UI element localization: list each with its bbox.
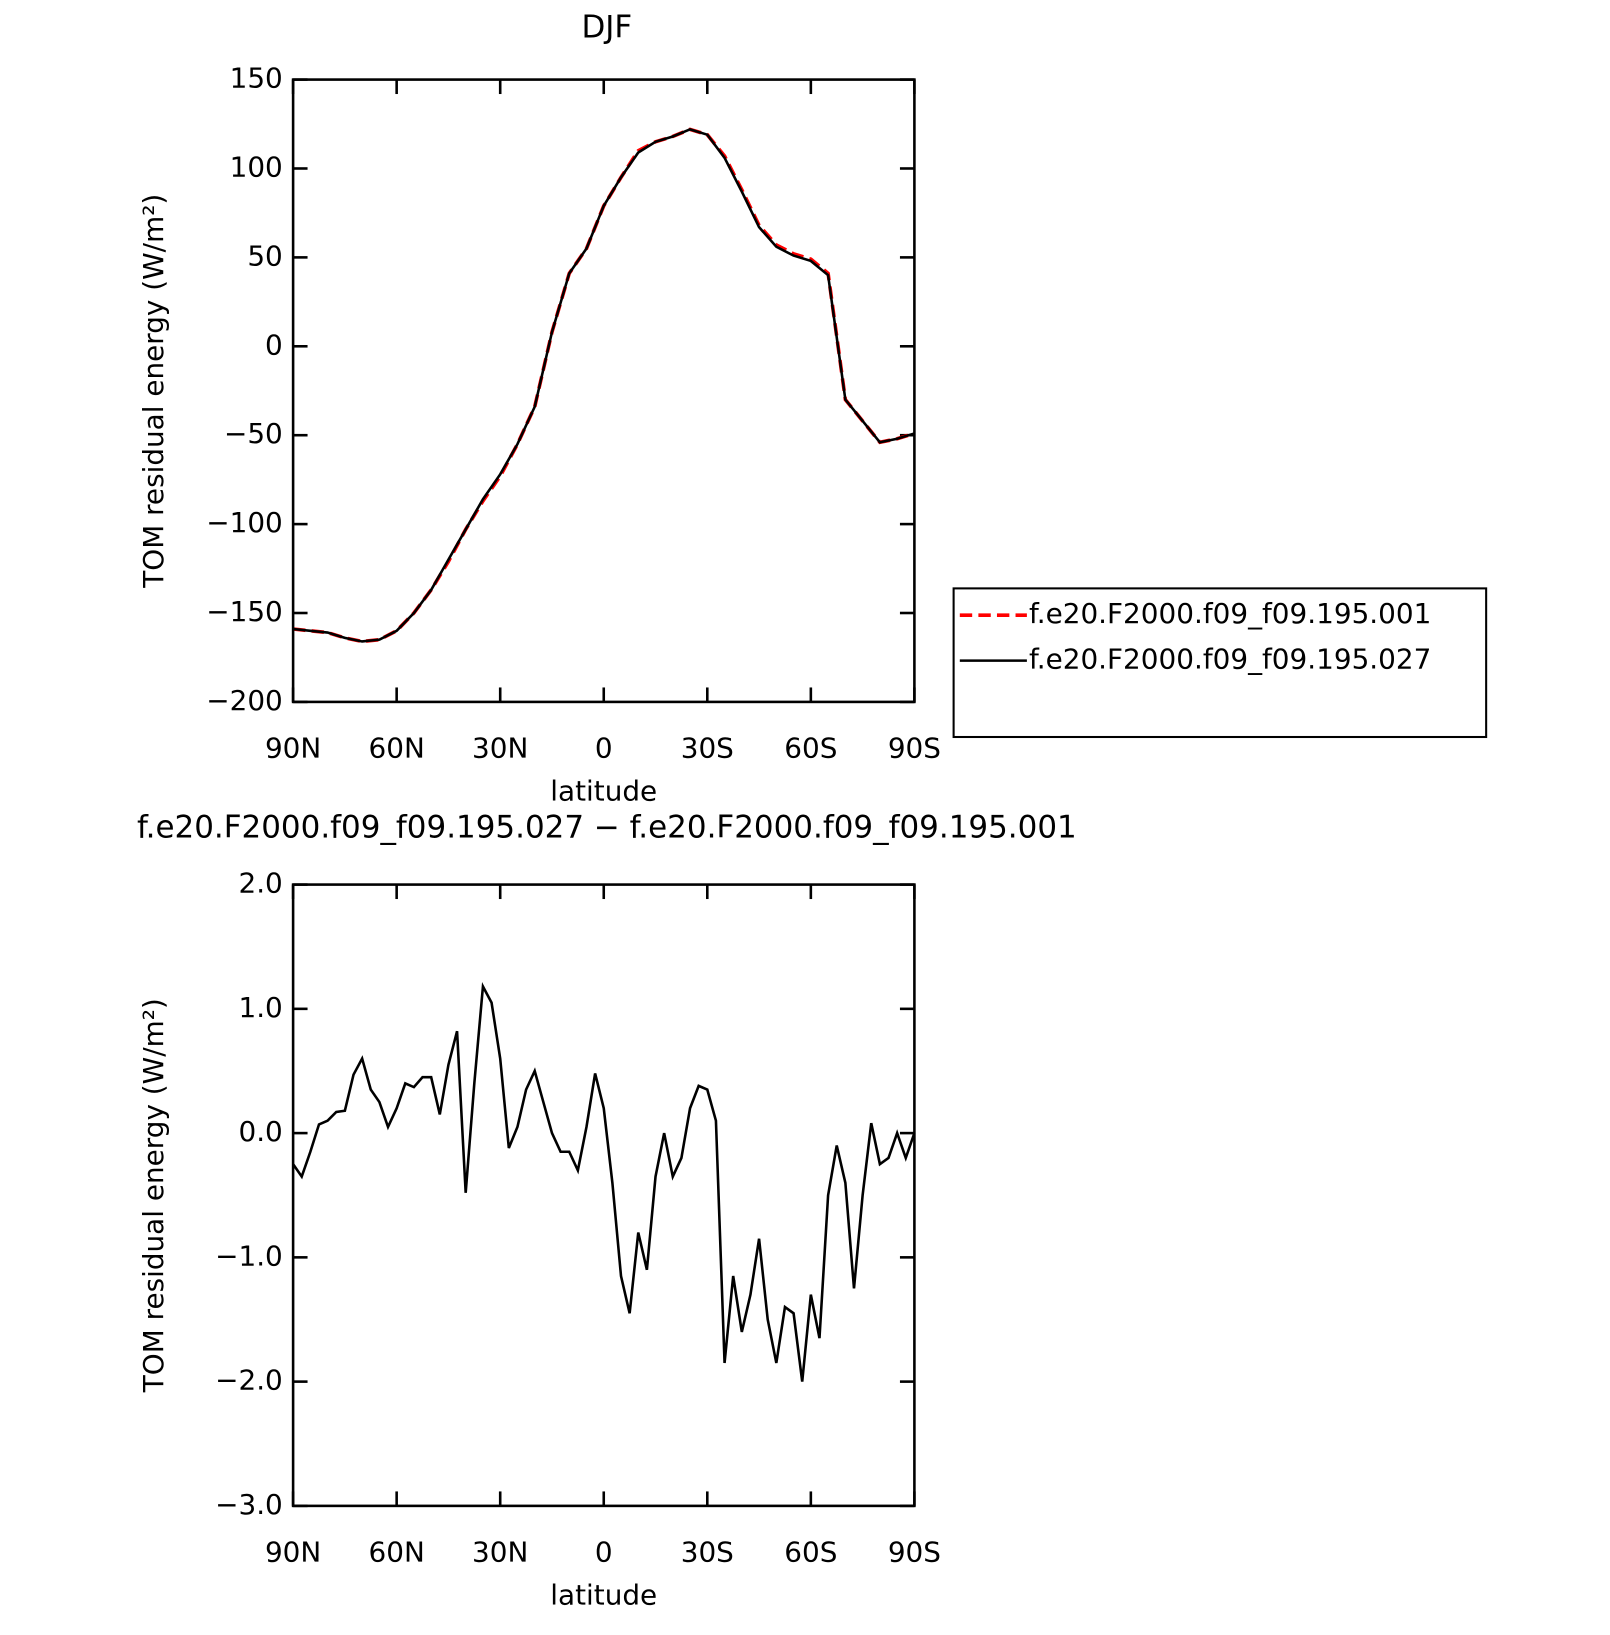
plot-frame [291,78,916,704]
legend-box [952,587,1488,739]
y-tick-label: −1.0 [215,1239,283,1272]
x-tick-label: 30S [681,1535,734,1568]
y-tick-label: −50 [224,417,283,450]
y-tick-label: −3.0 [215,1488,283,1521]
y-tick-label: 50 [247,239,282,272]
y-tick-label: 0 [265,328,283,361]
y-tick-label: −2.0 [215,1364,283,1397]
y-tick-label: 1.0 [238,991,282,1024]
x-tick-label: 30N [472,731,528,764]
x-tick-label: 30S [681,731,734,764]
y-tick-label: 100 [230,150,283,183]
plot-frame [291,883,916,1508]
chart-title: f.e20.F2000.f09_f09.195.027 − f.e20.F200… [137,809,1077,845]
y-tick-label: 150 [230,62,283,95]
x-tick-label: 0 [595,731,613,764]
x-tick-label: 90S [888,731,941,764]
y-tick-label: −150 [206,595,283,628]
x-axis-label: latitude [550,775,657,808]
y-axis-label: TOM residual energy (W/m²) [137,194,170,589]
y-tick-label: 2.0 [238,867,282,900]
x-tick-label: 30N [472,1535,528,1568]
legend-label: f.e20.F2000.f09_f09.195.001 [1029,597,1431,630]
y-tick-label: −100 [206,506,283,539]
x-axis-label: latitude [550,1579,657,1612]
y-axis-label: TOM residual energy (W/m²) [137,998,170,1393]
x-tick-label: 90N [265,1535,321,1568]
x-tick-label: 90N [265,731,321,764]
x-tick-label: 90S [888,1535,941,1568]
x-tick-label: 60S [784,1535,837,1568]
data-line [292,982,916,1382]
chart-title: DJF [581,10,632,46]
y-tick-label: 0.0 [238,1115,282,1148]
y-tick-label: −200 [206,684,283,717]
legend-label: f.e20.F2000.f09_f09.195.027 [1029,643,1431,676]
x-tick-label: 0 [595,1535,613,1568]
x-tick-label: 60N [369,1535,425,1568]
x-tick-label: 60S [784,731,837,764]
data-line [292,127,915,643]
x-tick-label: 60N [369,731,425,764]
